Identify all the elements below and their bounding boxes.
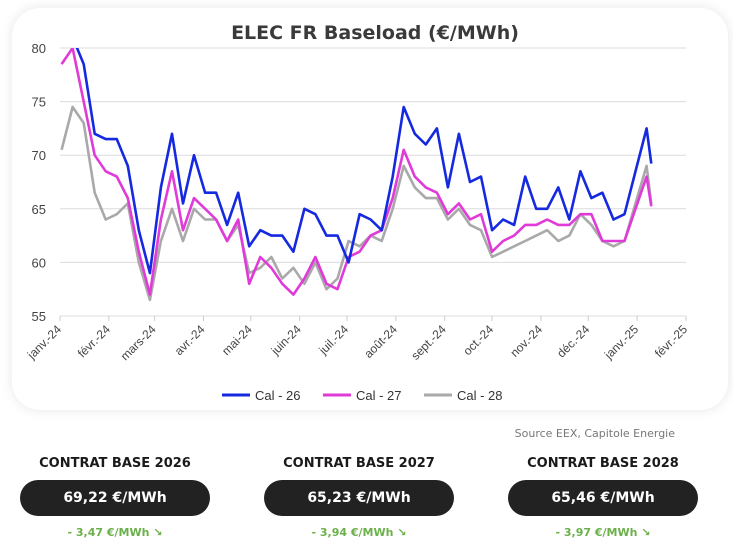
contract-title: CONTRAT BASE 2026: [39, 456, 191, 471]
y-tick-label: 80: [32, 41, 46, 56]
x-tick-label: juin-24: [268, 322, 304, 358]
x-tick-label: févr.-24: [75, 322, 113, 360]
legend-label: Cal - 28: [457, 388, 503, 403]
contract-2026: CONTRAT BASE 2026 69,22 €/MWh - 3,47 €/M…: [20, 456, 210, 539]
contract-change: - 3,97 €/MWh ↘: [555, 526, 651, 539]
contract-price: 69,22 €/MWh: [20, 480, 210, 516]
x-tick-label: févr.-25: [652, 322, 690, 360]
x-tick-label: mars-24: [118, 322, 159, 363]
y-tick-label: 70: [32, 148, 46, 163]
y-tick-label: 75: [32, 95, 46, 110]
x-tick-label: sept.-24: [408, 322, 449, 363]
contract-change: - 3,47 €/MWh ↘: [67, 526, 163, 539]
x-tick-label: janv.-25: [601, 322, 641, 362]
chart-title: ELEC FR Baseload (€/MWh): [231, 22, 519, 44]
contract-2027: CONTRAT BASE 2027 65,23 €/MWh - 3,94 €/M…: [264, 456, 454, 539]
contract-title: CONTRAT BASE 2027: [283, 456, 435, 471]
x-tick-label: mai-24: [219, 322, 255, 358]
y-tick-label: 60: [32, 255, 46, 270]
x-tick-label: août-24: [361, 322, 400, 361]
x-tick-label: avr.-24: [172, 322, 208, 358]
x-tick-label: juil.-24: [315, 322, 351, 358]
y-tick-label: 55: [32, 309, 46, 324]
contract-title: CONTRAT BASE 2028: [527, 456, 679, 471]
x-tick-label: déc.-24: [554, 322, 592, 360]
legend-label: Cal - 26: [255, 388, 301, 403]
source-note: Source EEX, Capitole Energie: [514, 427, 675, 440]
contract-price: 65,23 €/MWh: [264, 480, 454, 516]
series-line-cal28: [60, 105, 653, 302]
contract-change: - 3,94 €/MWh ↘: [311, 526, 407, 539]
x-tick-label: oct.-24: [460, 322, 496, 358]
series-line-cal26: [75, 48, 653, 275]
line-chart: 55 60 65 70 75 80 janv.-24 févr.-24 mars-24 avr.-…: [24, 41, 690, 403]
legend-label: Cal - 27: [356, 388, 402, 403]
contract-2028: CONTRAT BASE 2028 65,46 €/MWh - 3,97 €/M…: [508, 456, 698, 539]
contract-price: 65,46 €/MWh: [508, 480, 698, 516]
x-tick-label: janv.-24: [24, 322, 64, 362]
x-tick-label: nov.-24: [507, 322, 545, 360]
series-line-cal27: [60, 48, 653, 296]
y-tick-label: 65: [32, 202, 46, 217]
